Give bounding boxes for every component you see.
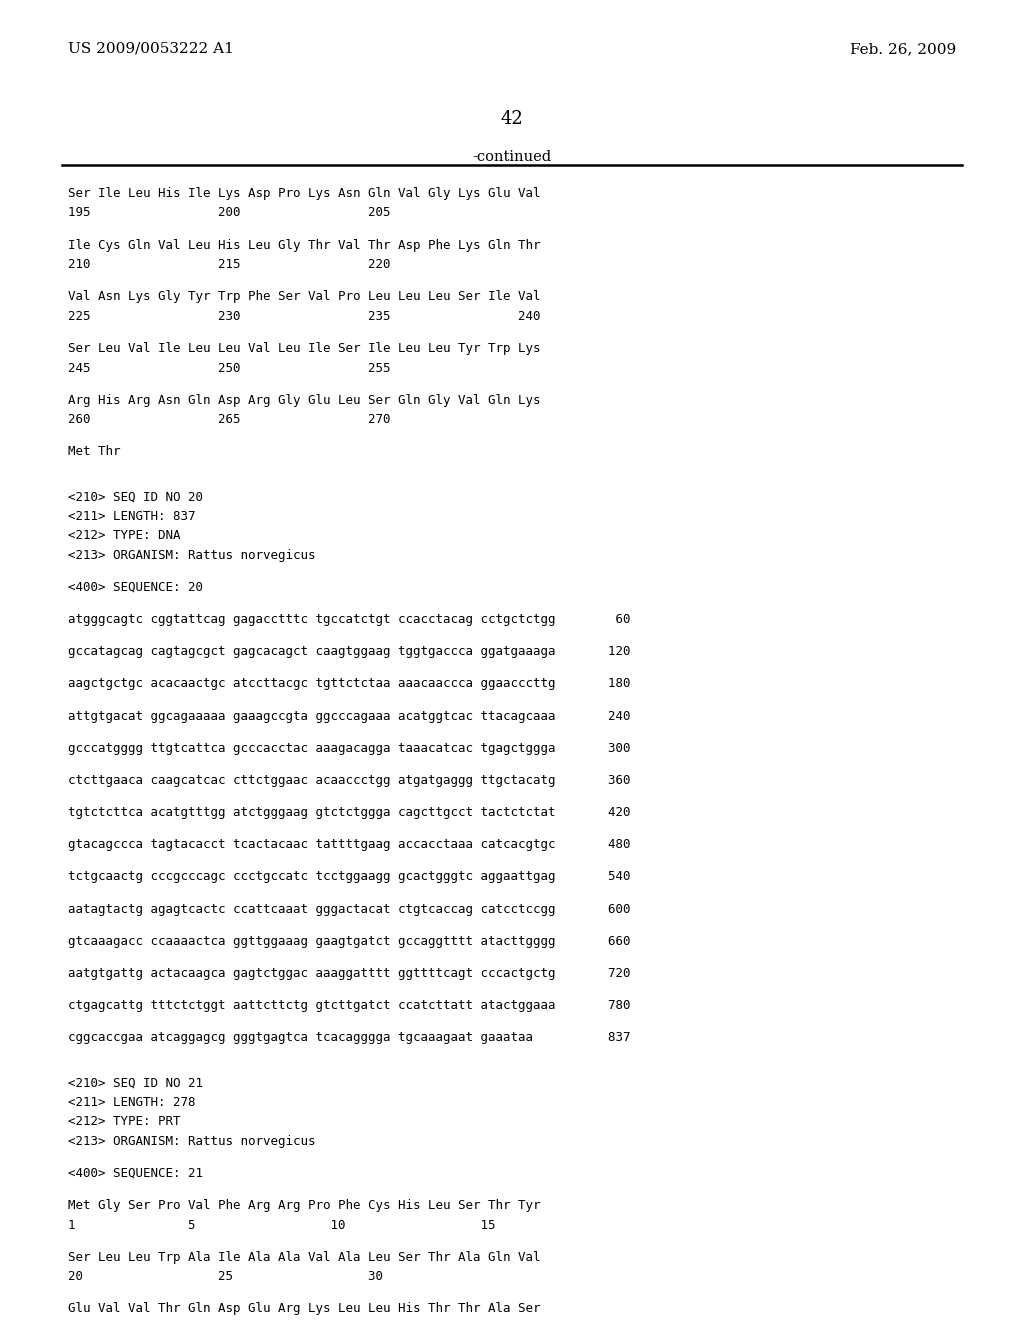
Text: gcccatgggg ttgtcattca gcccacctac aaagacagga taaacatcac tgagctggga       300: gcccatgggg ttgtcattca gcccacctac aaagaca… (68, 742, 631, 755)
Text: 20                  25                  30: 20 25 30 (68, 1270, 383, 1283)
Text: ctgagcattg tttctctggt aattcttctg gtcttgatct ccatcttatt atactggaaa       780: ctgagcattg tttctctggt aattcttctg gtcttga… (68, 999, 631, 1012)
Text: <210> SEQ ID NO 20: <210> SEQ ID NO 20 (68, 490, 203, 503)
Text: Met Thr: Met Thr (68, 445, 121, 458)
Text: gtcaaagacc ccaaaactca ggttggaaag gaagtgatct gccaggtttt atacttgggg       660: gtcaaagacc ccaaaactca ggttggaaag gaagtga… (68, 935, 631, 948)
Text: 225                 230                 235                 240: 225 230 235 240 (68, 310, 541, 323)
Text: -continued: -continued (472, 150, 552, 164)
Text: Feb. 26, 2009: Feb. 26, 2009 (850, 42, 956, 55)
Text: <400> SEQUENCE: 21: <400> SEQUENCE: 21 (68, 1167, 203, 1180)
Text: aatagtactg agagtcactc ccattcaaat gggactacat ctgtcaccag catcctccgg       600: aatagtactg agagtcactc ccattcaaat gggacta… (68, 903, 631, 916)
Text: <210> SEQ ID NO 21: <210> SEQ ID NO 21 (68, 1076, 203, 1089)
Text: 42: 42 (501, 110, 523, 128)
Text: 260                 265                 270: 260 265 270 (68, 413, 390, 426)
Text: Glu Val Val Thr Gln Asp Glu Arg Lys Leu Leu His Thr Thr Ala Ser: Glu Val Val Thr Gln Asp Glu Arg Lys Leu … (68, 1303, 541, 1316)
Text: <400> SEQUENCE: 20: <400> SEQUENCE: 20 (68, 581, 203, 594)
Text: aagctgctgc acacaactgc atccttacgc tgttctctaa aaacaaccca ggaacccttg       180: aagctgctgc acacaactgc atccttacgc tgttctc… (68, 677, 631, 690)
Text: Arg His Arg Asn Gln Asp Arg Gly Glu Leu Ser Gln Gly Val Gln Lys: Arg His Arg Asn Gln Asp Arg Gly Glu Leu … (68, 393, 541, 407)
Text: Ser Leu Leu Trp Ala Ile Ala Ala Val Ala Leu Ser Thr Ala Gln Val: Ser Leu Leu Trp Ala Ile Ala Ala Val Ala … (68, 1251, 541, 1263)
Text: tctgcaactg cccgcccagc ccctgccatc tcctggaagg gcactgggtc aggaattgag       540: tctgcaactg cccgcccagc ccctgccatc tcctgga… (68, 870, 631, 883)
Text: cggcaccgaa atcaggagcg gggtgagtca tcacagggga tgcaaagaat gaaataa          837: cggcaccgaa atcaggagcg gggtgagtca tcacagg… (68, 1031, 631, 1044)
Text: attgtgacat ggcagaaaaa gaaagccgta ggcccagaaa acatggtcac ttacagcaaa       240: attgtgacat ggcagaaaaa gaaagccgta ggcccag… (68, 710, 631, 722)
Text: <212> TYPE: PRT: <212> TYPE: PRT (68, 1115, 180, 1129)
Text: <211> LENGTH: 837: <211> LENGTH: 837 (68, 510, 196, 523)
Text: aatgtgattg actacaagca gagtctggac aaaggatttt ggttttcagt cccactgctg       720: aatgtgattg actacaagca gagtctggac aaaggat… (68, 968, 631, 979)
Text: gccatagcag cagtagcgct gagcacagct caagtggaag tggtgaccca ggatgaaaga       120: gccatagcag cagtagcgct gagcacagct caagtgg… (68, 645, 631, 659)
Text: <213> ORGANISM: Rattus norvegicus: <213> ORGANISM: Rattus norvegicus (68, 1135, 315, 1147)
Text: ctcttgaaca caagcatcac cttctggaac acaaccctgg atgatgaggg ttgctacatg       360: ctcttgaaca caagcatcac cttctggaac acaaccc… (68, 774, 631, 787)
Text: gtacagccca tagtacacct tcactacaac tattttgaag accacctaaa catcacgtgc       480: gtacagccca tagtacacct tcactacaac tattttg… (68, 838, 631, 851)
Text: 245                 250                 255: 245 250 255 (68, 362, 390, 375)
Text: tgtctcttca acatgtttgg atctgggaag gtctctggga cagcttgcct tactctctat       420: tgtctcttca acatgtttgg atctgggaag gtctctg… (68, 807, 631, 820)
Text: US 2009/0053222 A1: US 2009/0053222 A1 (68, 42, 233, 55)
Text: Ile Cys Gln Val Leu His Leu Gly Thr Val Thr Asp Phe Lys Gln Thr: Ile Cys Gln Val Leu His Leu Gly Thr Val … (68, 239, 541, 252)
Text: Ser Ile Leu His Ile Lys Asp Pro Lys Asn Gln Val Gly Lys Glu Val: Ser Ile Leu His Ile Lys Asp Pro Lys Asn … (68, 187, 541, 201)
Text: <211> LENGTH: 278: <211> LENGTH: 278 (68, 1096, 196, 1109)
Text: 1               5                  10                  15: 1 5 10 15 (68, 1218, 496, 1232)
Text: 210                 215                 220: 210 215 220 (68, 259, 390, 271)
Text: 195                 200                 205: 195 200 205 (68, 206, 390, 219)
Text: Met Gly Ser Pro Val Phe Arg Arg Pro Phe Cys His Leu Ser Thr Tyr: Met Gly Ser Pro Val Phe Arg Arg Pro Phe … (68, 1199, 541, 1212)
Text: <212> TYPE: DNA: <212> TYPE: DNA (68, 529, 180, 543)
Text: Val Asn Lys Gly Tyr Trp Phe Ser Val Pro Leu Leu Leu Ser Ile Val: Val Asn Lys Gly Tyr Trp Phe Ser Val Pro … (68, 290, 541, 304)
Text: <213> ORGANISM: Rattus norvegicus: <213> ORGANISM: Rattus norvegicus (68, 549, 315, 562)
Text: atgggcagtc cggtattcag gagacctttc tgccatctgt ccacctacag cctgctctgg        60: atgggcagtc cggtattcag gagacctttc tgccatc… (68, 612, 631, 626)
Text: Ser Leu Val Ile Leu Leu Val Leu Ile Ser Ile Leu Leu Tyr Trp Lys: Ser Leu Val Ile Leu Leu Val Leu Ile Ser … (68, 342, 541, 355)
